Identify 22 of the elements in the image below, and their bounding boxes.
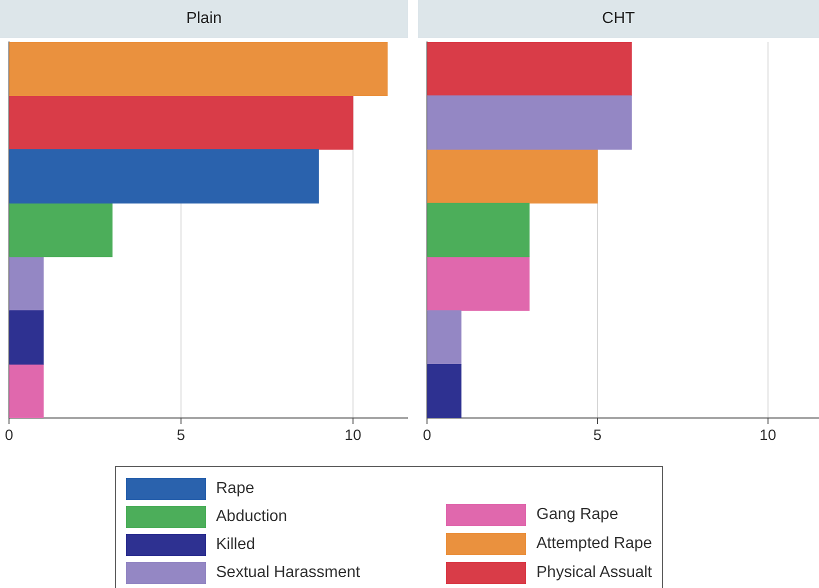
legend-label: Killed: [216, 536, 256, 554]
legend-label: Gang Rape: [536, 506, 618, 524]
legend-label: Attempted Rape: [536, 534, 652, 552]
x-tick-label: 0: [422, 427, 432, 444]
x-tick-label: 5: [176, 427, 186, 444]
legend-label: Sextual Harassment: [216, 564, 360, 582]
x-tick-label: 0: [4, 427, 14, 444]
bar: [427, 149, 598, 204]
bar: [427, 364, 462, 418]
chart-title: CHT: [418, 0, 819, 38]
legend-label: Abduction: [216, 508, 288, 526]
x-tick-label: 10: [344, 427, 362, 444]
bar: [427, 42, 632, 96]
bar: [427, 202, 530, 258]
bar: [427, 256, 530, 311]
x-tick-label: 10: [760, 427, 776, 444]
legend-label: Rape: [216, 480, 254, 498]
chart-title: Plain: [0, 0, 408, 38]
x-tick-label: 5: [593, 427, 602, 444]
legend-label: Physical Assualt: [536, 564, 652, 582]
bar: [427, 95, 632, 150]
bar: [427, 310, 462, 365]
